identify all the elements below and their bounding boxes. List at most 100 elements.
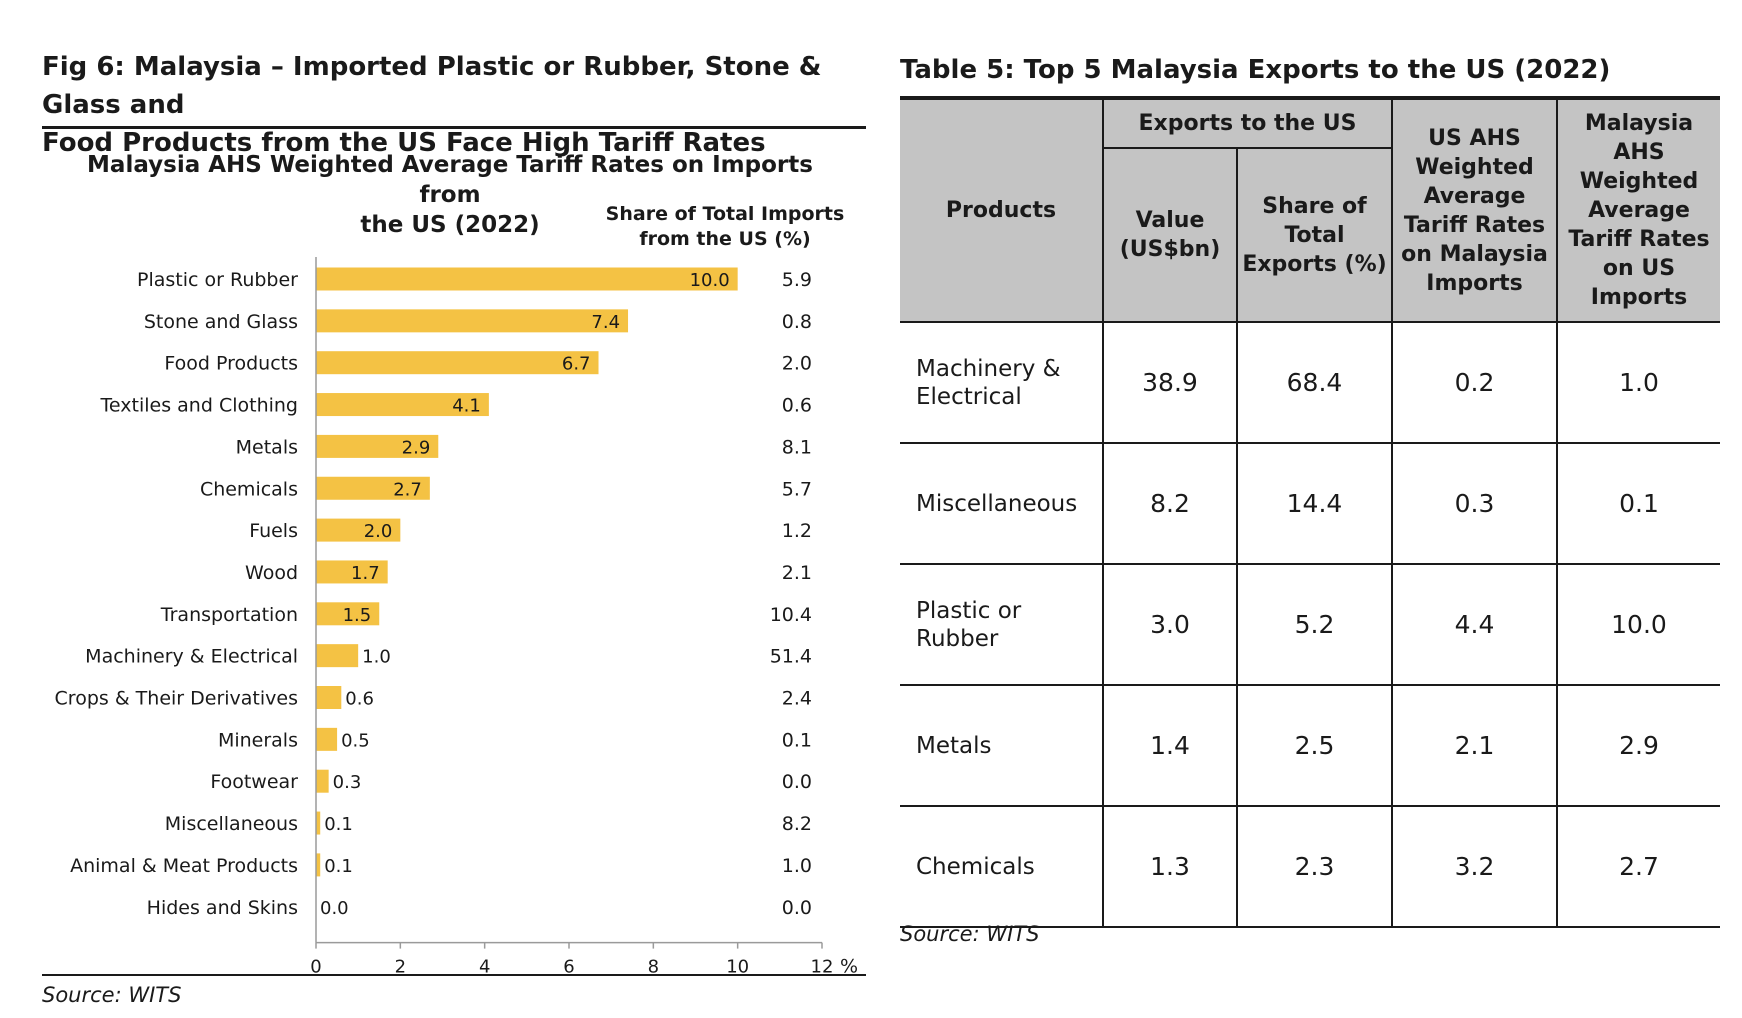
cell-value: 1.3 xyxy=(1102,805,1238,928)
share-value-label: 8.2 xyxy=(782,813,812,835)
x-tick-label: 8 xyxy=(648,957,659,978)
cell-value: 38.9 xyxy=(1102,321,1238,443)
cell-us-ahs: 0.3 xyxy=(1391,442,1558,564)
bar-value-label: 1.5 xyxy=(343,605,372,626)
cell-share: 5.2 xyxy=(1236,563,1393,685)
chart-title-line1: Malaysia AHS Weighted Average Tariff Rat… xyxy=(87,152,813,208)
bar-value-label: 1.0 xyxy=(362,647,391,668)
category-label: Food Products xyxy=(164,353,298,375)
cell-my-ahs: 1.0 xyxy=(1556,321,1720,443)
cell-my-ahs: 2.9 xyxy=(1556,684,1720,806)
table-title: Table 5: Top 5 Malaysia Exports to the U… xyxy=(900,55,1611,85)
bar-value-label: 0.5 xyxy=(341,730,370,751)
cell-value: 8.2 xyxy=(1102,442,1238,564)
bar xyxy=(316,351,599,375)
category-label: Chemicals xyxy=(200,478,298,500)
figure-title: Fig 6: Malaysia – Imported Plastic or Ru… xyxy=(42,48,872,162)
category-label: Animal & Meat Products xyxy=(70,855,298,877)
bar xyxy=(316,602,380,626)
cell-product: Metals xyxy=(900,684,1104,806)
cell-share: 2.5 xyxy=(1236,684,1393,806)
share-column-header: Share of Total Imports from the US (%) xyxy=(600,202,850,252)
cell-product: Chemicals xyxy=(900,805,1104,928)
category-label: Miscellaneous xyxy=(165,813,298,835)
header-my-ahs: Malaysia AHS Weighted Average Tariff Rat… xyxy=(1556,96,1720,322)
bar xyxy=(316,686,342,709)
header-value: Value (US$bn) xyxy=(1102,147,1238,322)
x-tick-label: 4 xyxy=(479,957,490,978)
share-value-label: 2.0 xyxy=(782,353,812,375)
category-label: Stone and Glass xyxy=(144,311,298,333)
figure-top-rule xyxy=(42,126,866,129)
tariff-bar-chart: Plastic or Rubber 10.0 5.9 Stone and Glass 7… xyxy=(55,257,858,978)
table-row: Plastic or Rubber 3.0 5.2 4.4 10.0 xyxy=(900,563,1720,685)
category-label: Fuels xyxy=(249,520,298,542)
exports-table: Products Exports to the US US AHS Weight… xyxy=(900,96,1720,928)
bar-value-label: 0.6 xyxy=(345,689,374,710)
share-value-label: 51.4 xyxy=(770,646,812,668)
bar-value-label: 0.3 xyxy=(333,772,362,793)
share-value-label: 0.6 xyxy=(782,395,812,417)
x-tick-label: 0 xyxy=(310,957,321,978)
category-label: Wood xyxy=(245,562,298,584)
x-tick-label: 6 xyxy=(563,957,574,978)
cell-product: Machinery & Electrical xyxy=(900,321,1104,443)
chart-title: Malaysia AHS Weighted Average Tariff Rat… xyxy=(70,150,830,240)
bar-value-label: 1.7 xyxy=(351,563,380,584)
share-value-label: 1.0 xyxy=(782,855,812,877)
share-value-label: 1.2 xyxy=(782,520,812,542)
bar xyxy=(316,309,629,333)
share-value-label: 2.1 xyxy=(782,562,812,584)
bar-value-label: 2.9 xyxy=(402,437,431,458)
header-share: Share of Total Exports (%) xyxy=(1236,147,1393,322)
table-row: Metals 1.4 2.5 2.1 2.9 xyxy=(900,684,1720,806)
bar-value-label: 4.1 xyxy=(452,396,481,417)
category-label: Minerals xyxy=(218,729,298,751)
category-label: Hides and Skins xyxy=(147,897,298,919)
header-exports-group: Exports to the US xyxy=(1102,96,1393,148)
bar xyxy=(316,560,388,584)
bar-value-label: 7.4 xyxy=(591,312,620,333)
category-label: Metals xyxy=(236,436,298,458)
bar-value-label: 0.1 xyxy=(324,814,353,835)
cell-my-ahs: 2.7 xyxy=(1556,805,1720,928)
table-row: Machinery & Electrical 38.9 68.4 0.2 1.0 xyxy=(900,321,1720,443)
cell-us-ahs: 0.2 xyxy=(1391,321,1558,443)
cell-value: 1.4 xyxy=(1102,684,1238,806)
share-value-label: 0.0 xyxy=(782,771,812,793)
bar-value-label: 0.0 xyxy=(320,898,349,919)
header-us-ahs: US AHS Weighted Average Tariff Rates on … xyxy=(1391,96,1558,322)
x-tick-label: 12 xyxy=(811,957,834,978)
category-label: Crops & Their Derivatives xyxy=(55,688,298,710)
bar xyxy=(316,644,359,668)
share-value-label: 5.9 xyxy=(782,269,812,291)
cell-value: 3.0 xyxy=(1102,563,1238,685)
bar xyxy=(316,518,401,542)
bar-value-label: 10.0 xyxy=(690,270,730,291)
table-source: Source: WITS xyxy=(900,922,1040,946)
cell-my-ahs: 10.0 xyxy=(1556,563,1720,685)
bar xyxy=(316,727,338,751)
category-label: Transportation xyxy=(160,604,298,626)
cell-product: Plastic or Rubber xyxy=(900,563,1104,685)
share-value-label: 2.4 xyxy=(782,688,812,710)
share-value-label: 5.7 xyxy=(782,478,812,500)
cell-us-ahs: 2.1 xyxy=(1391,684,1558,806)
bar-value-label: 0.1 xyxy=(324,856,353,877)
bar xyxy=(316,393,489,417)
category-label: Footwear xyxy=(210,771,298,793)
exports-table-wrapper: Products Exports to the US US AHS Weight… xyxy=(900,96,1720,928)
bar-value-label: 2.7 xyxy=(393,479,422,500)
cell-share: 14.4 xyxy=(1236,442,1393,564)
category-label: Plastic or Rubber xyxy=(137,269,298,291)
share-header-line1: Share of Total Imports xyxy=(605,203,845,225)
category-label: Machinery & Electrical xyxy=(85,646,298,668)
figure-source: Source: WITS xyxy=(42,983,182,1007)
bar xyxy=(316,811,321,835)
x-unit-label: % xyxy=(840,956,858,978)
x-tick-label: 10 xyxy=(726,957,749,978)
figure-bottom-rule xyxy=(42,974,866,976)
bar xyxy=(316,434,439,458)
figure-title-line1: Fig 6: Malaysia – Imported Plastic or Ru… xyxy=(42,52,822,120)
cell-my-ahs: 0.1 xyxy=(1556,442,1720,564)
